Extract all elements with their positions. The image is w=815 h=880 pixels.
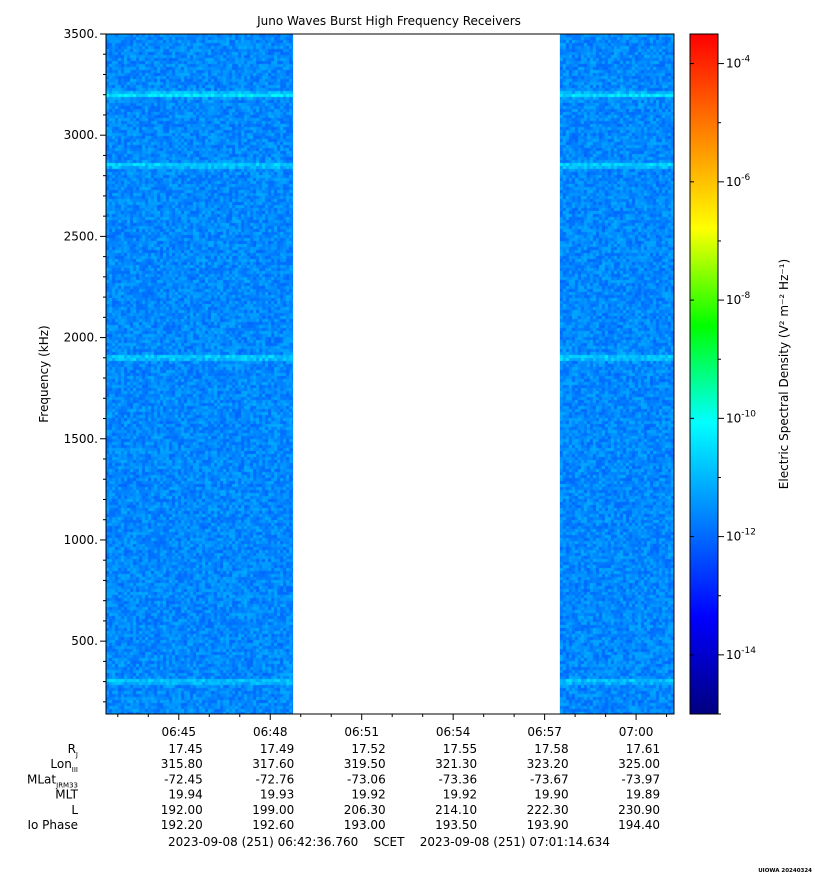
version-stamp: UIOWA 20240324 [758, 868, 812, 874]
ephemeris-value: 323.20 [527, 757, 569, 771]
ephemeris-value: 17.52 [351, 742, 385, 756]
x-tick-label: 06:48 [253, 725, 288, 739]
ephemeris-value: -73.36 [438, 772, 477, 786]
ephemeris-value: 194.40 [618, 818, 660, 832]
ephemeris-row-label: LonIII [50, 757, 78, 774]
ephemeris-value: 19.90 [534, 788, 568, 802]
ephemeris-value: 199.00 [252, 803, 294, 817]
plot-frame [105, 33, 675, 715]
ephemeris-value: 193.00 [344, 818, 386, 832]
y-tick-label: 2000. [64, 331, 98, 345]
ephemeris-value: 17.45 [168, 742, 202, 756]
ephemeris-value: -73.97 [621, 772, 660, 786]
ephemeris-value: 19.89 [626, 788, 660, 802]
spectrogram-segment-2 [559, 34, 674, 714]
ephemeris-value: 315.80 [161, 757, 203, 771]
y-tick-label: 3500. [64, 27, 98, 41]
ephemeris-value: 317.60 [252, 757, 294, 771]
ephemeris-row-label: Io Phase [27, 818, 78, 832]
ephemeris-value: 17.55 [443, 742, 477, 756]
ephemeris-value: 193.90 [527, 818, 569, 832]
ephemeris-value: -73.06 [347, 772, 386, 786]
chart-title: Juno Waves Burst High Frequency Receiver… [256, 14, 521, 28]
ephemeris-value: 17.49 [260, 742, 294, 756]
ephemeris-value: 222.30 [527, 803, 569, 817]
y-tick-label: 1500. [64, 432, 98, 446]
ephemeris-value: 206.30 [344, 803, 386, 817]
y-tick-label: 2500. [64, 229, 98, 243]
ephemeris-value: 192.60 [252, 818, 294, 832]
colorbar-tick-label: 10-6 [726, 173, 751, 189]
colorbar-tick-label: 10-12 [726, 528, 756, 544]
spectrogram-image-2 [559, 34, 674, 714]
ephemeris-value: 19.92 [443, 788, 477, 802]
ephemeris-value: 319.50 [344, 757, 386, 771]
ephemeris-value: 19.94 [168, 788, 202, 802]
ephemeris-value: 214.10 [435, 803, 477, 817]
y-axis-label: Frequency (kHz) [37, 325, 51, 422]
ephemeris-value: -72.76 [256, 772, 295, 786]
y-axis: 500. 1000. 1500. 2000. 2500. 3000. 3500. [64, 27, 106, 703]
x-axis: 06:45 06:48 06:51 06:54 06:57 07:00 [117, 714, 668, 739]
x-tick-label: 06:45 [161, 725, 196, 739]
ephemeris-value: 192.20 [161, 818, 203, 832]
colorbar-gradient [689, 33, 719, 715]
ephemeris-value: -73.67 [530, 772, 569, 786]
ephemeris-row-label: L [71, 803, 78, 817]
ephemeris-value: 17.61 [626, 742, 660, 756]
spectrogram-image-1 [106, 34, 294, 714]
ephemeris-table: RJ 17.45 17.49 17.52 17.55 17.58 17.61 LonIII 31… [27, 742, 660, 832]
colorbar-tick-label: 10-10 [726, 409, 756, 425]
ephemeris-value: 17.58 [534, 742, 568, 756]
ephemeris-value: 19.92 [351, 788, 385, 802]
colorbar-tick-label: 10-4 [726, 55, 751, 71]
ephemeris-value: 192.00 [161, 803, 203, 817]
spectrogram-segment-1 [106, 34, 294, 714]
y-tick-label: 1000. [64, 533, 98, 547]
ephemeris-value: 230.90 [618, 803, 660, 817]
ephemeris-row-label: MLT [55, 788, 78, 802]
x-tick-label: 07:00 [619, 725, 654, 739]
colorbar-label: Electric Spectral Density (V² m⁻² Hz⁻¹) [777, 259, 791, 489]
ephemeris-row-label: RJ [68, 742, 78, 759]
ephemeris-value: 321.30 [435, 757, 477, 771]
data-segments [106, 34, 674, 714]
x-tick-label: 06:51 [344, 725, 379, 739]
y-tick-label: 3000. [64, 128, 98, 142]
colorbar-tick-label: 10-8 [726, 291, 751, 307]
x-tick-label: 06:54 [436, 725, 471, 739]
ephemeris-value: -72.45 [164, 772, 203, 786]
colorbar-tick-label: 10-14 [726, 646, 756, 662]
y-tick-label: 500. [71, 634, 98, 648]
plot-area [106, 34, 674, 714]
ephemeris-value: 193.50 [435, 818, 477, 832]
ephemeris-value: 325.00 [618, 757, 660, 771]
ephemeris-value: 19.93 [260, 788, 294, 802]
time-range-footer: 2023-09-08 (251) 06:42:36.760 SCET 2023-… [168, 835, 610, 849]
colorbar: 10-14 10-12 10-10 10-8 10-6 10-4 [689, 33, 756, 715]
x-tick-label: 06:57 [527, 725, 562, 739]
